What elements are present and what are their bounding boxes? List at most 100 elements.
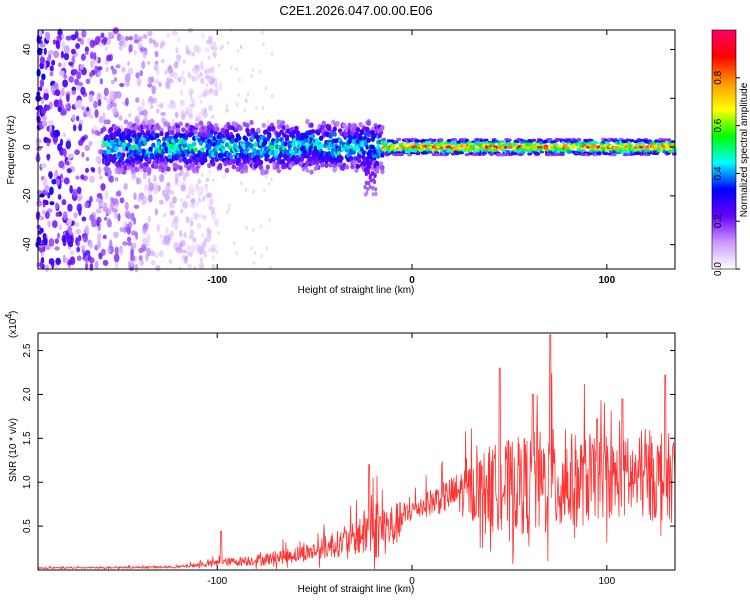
spectrogram-band-cell bbox=[374, 187, 378, 192]
spectrogram-noise-cell bbox=[95, 197, 102, 203]
spectrogram-noise-cell bbox=[169, 190, 175, 195]
spectrogram-noise-cell bbox=[84, 144, 91, 152]
spectrogram-band-cell bbox=[620, 142, 625, 146]
spectrogram-noise-cell bbox=[134, 263, 139, 273]
spectrogram-noise-cell bbox=[94, 260, 99, 270]
spectrogram-noise-cell bbox=[182, 200, 188, 209]
spectrogram-noise-cell bbox=[57, 193, 62, 200]
spectrogram-noise-cell bbox=[45, 31, 51, 41]
spectrogram-noise-cell bbox=[208, 80, 215, 86]
spectrogram-noise-cell bbox=[110, 79, 115, 85]
spectrogram-band-cell bbox=[671, 148, 677, 152]
spectrogram-band-cell bbox=[142, 140, 148, 146]
snr-y-label: SNR (10 * v/v) bbox=[8, 418, 19, 482]
spectrogram-noise-cell bbox=[66, 161, 70, 166]
spectrogram-noise-cell bbox=[138, 255, 143, 262]
snr-x-tick-label: 0 bbox=[409, 576, 415, 587]
spectrogram-noise-cell bbox=[95, 155, 102, 164]
spectrogram-noise-cell bbox=[93, 52, 97, 61]
spectrogram-band-cell bbox=[365, 155, 370, 161]
spectrogram-band-cell bbox=[117, 151, 122, 157]
spectrogram-band-cell bbox=[467, 148, 473, 152]
spectrogram-noise-cell bbox=[75, 43, 80, 50]
spectrogram-noise-cell bbox=[55, 178, 61, 186]
spectrogram-band-cell bbox=[231, 164, 236, 170]
spectrogram-band-cell bbox=[531, 138, 537, 142]
spectrogram-noise-cell bbox=[63, 45, 70, 54]
spectrogram-noise-cell bbox=[80, 86, 86, 95]
spectrogram-noise-cell bbox=[210, 114, 216, 120]
spectrogram-noise-cell bbox=[173, 72, 179, 80]
spectrogram-noise-cell bbox=[43, 88, 49, 94]
snr-series-line bbox=[37, 334, 676, 571]
spectrogram-band-cell bbox=[275, 163, 280, 169]
spectrogram-noise-cell bbox=[250, 246, 253, 251]
spectrogram-noise-cell bbox=[147, 177, 151, 184]
spectrogram-noise-cell bbox=[179, 266, 182, 271]
spectrogram-band-cell bbox=[104, 134, 110, 140]
spectrogram-noise-cell bbox=[133, 39, 140, 44]
spectrogram-noise-cell bbox=[136, 177, 142, 185]
spectrogram-noise-cell bbox=[252, 260, 255, 265]
spectrogram-noise-cell bbox=[261, 105, 265, 110]
spectrogram-noise-cell bbox=[183, 232, 186, 237]
spectrogram-noise-cell bbox=[244, 187, 248, 192]
spectrogram-band-cell bbox=[142, 132, 148, 138]
spectrogram-noise-cell bbox=[147, 30, 153, 37]
spectrogram-band-cell bbox=[302, 167, 306, 172]
spectrogram-noise-cell bbox=[175, 47, 179, 54]
spectrogram-noise-cell bbox=[136, 114, 141, 120]
spectrogram-noise-cell bbox=[134, 97, 140, 103]
spectrogram-band-cell bbox=[369, 178, 373, 183]
spectrogram-noise-cell bbox=[255, 106, 258, 111]
spectrogram-frame bbox=[37, 29, 676, 270]
spectrogram-noise-cell bbox=[44, 184, 50, 192]
spectrogram-noise-cell bbox=[189, 92, 193, 97]
spectrogram-noise-cell bbox=[219, 82, 222, 87]
spectrogram-noise-cell bbox=[89, 196, 93, 203]
spectrogram-noise-cell bbox=[39, 56, 45, 64]
spectrogram-noise-cell bbox=[197, 178, 202, 184]
spectrogram-band-cell bbox=[490, 142, 496, 146]
spectrogram-noise-cell bbox=[117, 213, 121, 222]
spectrogram-noise-cell bbox=[198, 262, 205, 269]
spectrogram-band-cell bbox=[241, 143, 246, 149]
spectrogram-band-cell bbox=[261, 122, 266, 128]
spectrogram-noise-cell bbox=[141, 200, 146, 206]
spectrogram-noise-cell bbox=[71, 220, 75, 226]
spectrogram-noise-cell bbox=[48, 258, 55, 265]
spectrogram-noise-cell bbox=[158, 250, 164, 258]
spectrogram-noise-cell bbox=[50, 85, 55, 93]
spectrogram-band-cell bbox=[198, 140, 204, 146]
spectrogram-noise-cell bbox=[44, 211, 50, 220]
spectrogram-noise-cell bbox=[47, 192, 51, 199]
spectrogram-noise-cell bbox=[169, 209, 175, 216]
spectrogram-noise-cell bbox=[190, 113, 193, 118]
spectrogram-band-cell bbox=[361, 150, 366, 156]
spectrogram-noise-cell bbox=[96, 216, 102, 224]
spectrogram-noise-cell bbox=[225, 104, 229, 109]
spectrogram-noise-cell bbox=[73, 212, 78, 219]
spectrogram-noise-cell bbox=[42, 199, 49, 204]
spectrogram-noise-cell bbox=[230, 65, 233, 70]
spectrogram-band-cell bbox=[446, 138, 452, 143]
spectrogram-noise-cell bbox=[68, 241, 74, 248]
spectrogram-noise-cell bbox=[161, 238, 167, 246]
spectrogram-noise-cell bbox=[164, 70, 168, 75]
spectrogram-noise-cell bbox=[239, 45, 243, 50]
spectrogram-band-cell bbox=[224, 167, 230, 173]
spectrogram-noise-cell bbox=[208, 104, 214, 112]
spectrogram-noise-cell bbox=[167, 103, 172, 109]
snr-x-tick-label: -100 bbox=[207, 576, 227, 587]
spectrogram-noise-cell bbox=[252, 189, 255, 194]
spectrogram-noise-cell bbox=[251, 68, 255, 73]
spectrogram-band-cell bbox=[108, 127, 114, 133]
spectrogram-band-cell bbox=[427, 150, 433, 154]
spectrogram-band-cell bbox=[666, 138, 672, 142]
spectrogram-noise-cell bbox=[130, 254, 135, 262]
spectrogram-noise-cell bbox=[145, 253, 149, 262]
spectrogram-band-cell bbox=[415, 139, 421, 143]
spectrogram-band-cell bbox=[419, 148, 425, 152]
spectrogram-noise-cell bbox=[96, 232, 102, 242]
spectrogram-noise-cell bbox=[76, 186, 82, 195]
